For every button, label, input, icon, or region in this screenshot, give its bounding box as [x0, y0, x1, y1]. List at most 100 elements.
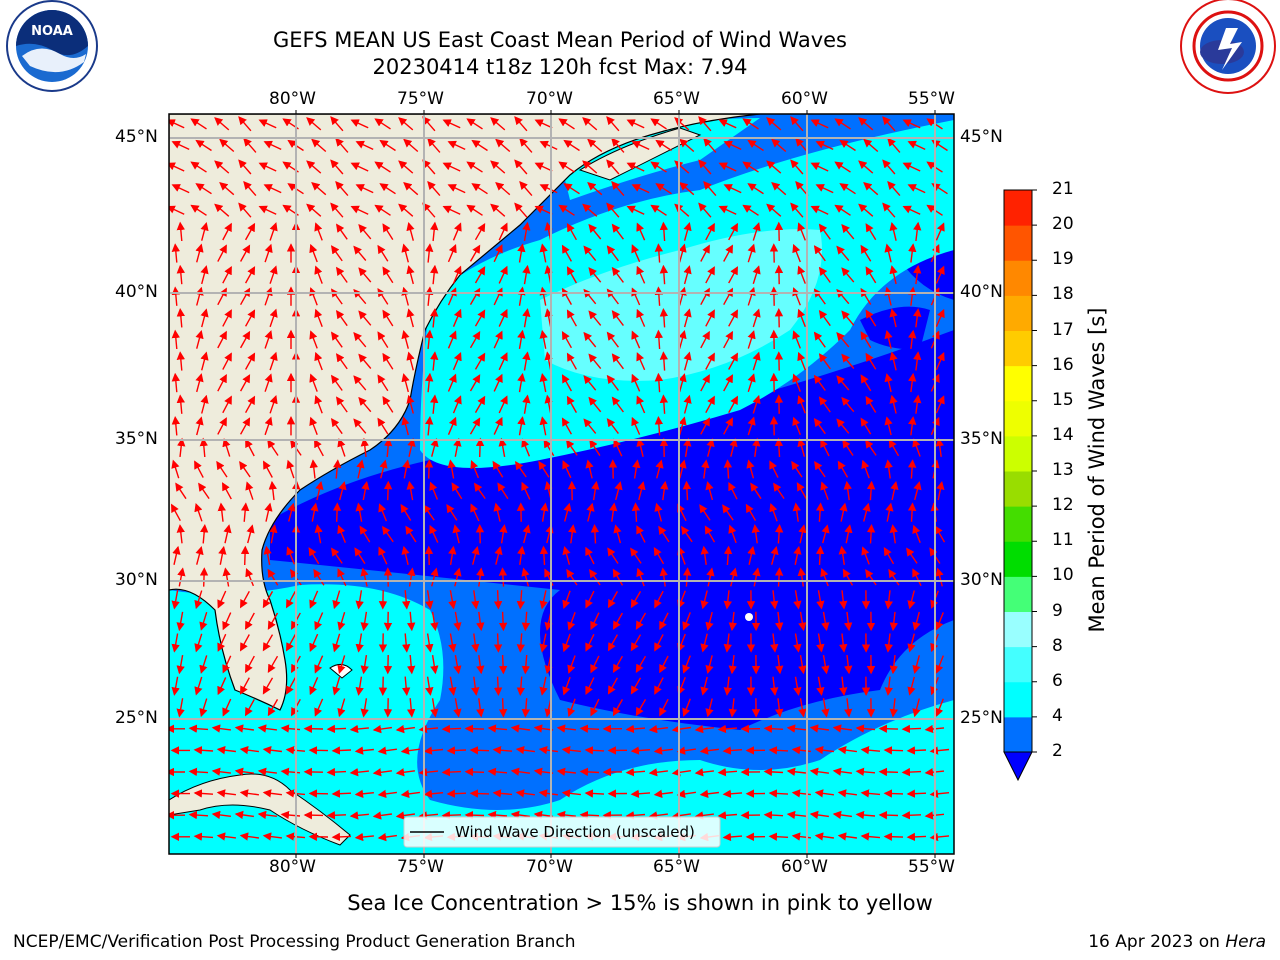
wind-wave-arrow: [625, 767, 646, 777]
wind-wave-arrow: [335, 223, 348, 240]
wind-wave-arrow: [171, 503, 181, 522]
wind-wave-arrow: [865, 223, 877, 241]
wind-wave-arrow: [326, 767, 347, 777]
wind-wave-arrow: [372, 811, 392, 820]
wind-wave-arrow: [584, 789, 605, 798]
wind-wave-arrow: [427, 180, 441, 197]
wind-wave-arrow: [447, 330, 457, 349]
wind-wave-arrow: [257, 810, 277, 820]
wind-wave-arrow: [425, 676, 434, 696]
wind-wave-arrow: [561, 287, 573, 305]
wind-wave-arrow: [705, 481, 714, 501]
lon-label-top: 80°W: [269, 89, 316, 109]
colorbar-tick-label: 16: [1052, 354, 1074, 375]
wind-wave-arrow: [631, 502, 641, 522]
wind-wave-arrow: [654, 590, 664, 609]
wind-wave-arrow: [678, 329, 687, 349]
wind-wave-arrow: [258, 205, 277, 215]
wind-wave-arrow: [171, 459, 180, 479]
wind-wave-arrow: [611, 310, 624, 327]
wind-wave-arrow: [906, 832, 927, 842]
wind-wave-arrow: [521, 567, 530, 587]
wind-wave-arrow: [222, 612, 232, 631]
wind-wave-arrow: [700, 244, 710, 262]
wind-wave-arrow: [217, 244, 227, 262]
wind-wave-arrow: [522, 308, 531, 328]
wind-wave-arrow: [606, 159, 620, 175]
wind-wave-arrow: [176, 351, 186, 371]
wind-wave-arrow: [717, 724, 738, 734]
wind-wave-arrow: [558, 161, 575, 173]
wind-wave-arrow: [267, 612, 279, 630]
wind-wave-arrow: [493, 416, 503, 435]
wind-wave-arrow: [704, 525, 716, 543]
wind-wave-arrow: [430, 221, 439, 242]
wind-wave-arrow: [842, 439, 854, 456]
wind-wave-arrow: [517, 286, 526, 306]
wind-wave-arrow: [836, 332, 850, 348]
wind-wave-arrow: [240, 677, 250, 695]
colorbar-tick-label: 4: [1052, 705, 1063, 726]
wind-wave-arrow: [199, 611, 208, 631]
wind-wave-arrow: [611, 353, 624, 370]
wind-wave-arrow: [883, 746, 904, 755]
wind-wave-arrow: [422, 116, 436, 132]
colorbar-extend-triangle: [1003, 751, 1033, 782]
footer-branch: NCEP/EMC/Verification Post Processing Pr…: [13, 932, 576, 952]
wind-wave-arrow: [471, 590, 480, 610]
wind-wave-arrow: [190, 161, 207, 173]
wind-wave-arrow: [561, 417, 573, 435]
wind-wave-arrow: [469, 374, 481, 392]
wind-wave-arrow: [907, 676, 916, 696]
wind-wave-arrow: [474, 395, 486, 413]
wind-wave-arrow: [195, 139, 212, 152]
wind-wave-arrow: [540, 502, 549, 522]
wind-wave-arrow: [498, 265, 508, 284]
wind-wave-arrow: [219, 138, 235, 153]
wind-wave-arrow: [797, 567, 806, 587]
wind-wave-arrow: [217, 417, 227, 435]
wind-wave-arrow: [245, 481, 254, 500]
wind-wave-arrow: [430, 611, 439, 632]
colorbar-bin: [1004, 681, 1032, 718]
wind-wave-arrow: [818, 309, 831, 327]
wind-wave-arrow: [889, 308, 898, 328]
wind-wave-arrow: [200, 394, 209, 414]
wind-wave-arrow: [626, 119, 645, 129]
wind-wave-arrow: [400, 746, 420, 755]
wind-wave-arrow: [286, 590, 296, 609]
wind-wave-arrow: [683, 308, 692, 328]
wind-wave-arrow: [889, 221, 898, 241]
wind-wave-arrow: [913, 308, 922, 328]
wind-wave-arrow: [768, 746, 789, 755]
wind-wave-arrow: [447, 459, 456, 479]
wind-wave-arrow: [262, 591, 274, 609]
wind-wave-arrow: [522, 221, 531, 242]
wind-wave-arrow: [350, 162, 369, 172]
wind-wave-arrow: [752, 308, 761, 328]
wind-wave-arrow: [561, 789, 581, 798]
wind-wave-arrow: [425, 286, 434, 306]
wind-wave-arrow: [447, 416, 457, 435]
wind-wave-arrow: [654, 372, 664, 393]
wind-wave-arrow: [360, 611, 369, 632]
wind-wave-arrow: [935, 437, 944, 457]
wind-wave-arrow: [377, 746, 397, 755]
wind-wave-arrow: [401, 633, 411, 653]
wind-wave-arrow: [837, 460, 849, 478]
wind-wave-arrow: [222, 265, 232, 284]
wind-wave-arrow: [330, 245, 343, 262]
wind-wave-arrow: [243, 180, 257, 197]
wind-wave-arrow: [815, 545, 825, 566]
wind-wave-arrow: [820, 438, 830, 457]
wind-wave-arrow: [935, 308, 945, 327]
wind-wave-arrow: [466, 161, 483, 173]
wind-wave-arrow: [469, 789, 490, 798]
wind-wave-arrow: [469, 330, 481, 349]
wind-wave-arrow: [630, 746, 651, 755]
wind-wave-arrow: [379, 139, 396, 152]
wind-wave-arrow: [566, 222, 578, 241]
colorbar-bin: [1004, 260, 1032, 296]
wind-wave-arrow: [383, 480, 393, 501]
wind-wave-arrow: [770, 590, 779, 610]
